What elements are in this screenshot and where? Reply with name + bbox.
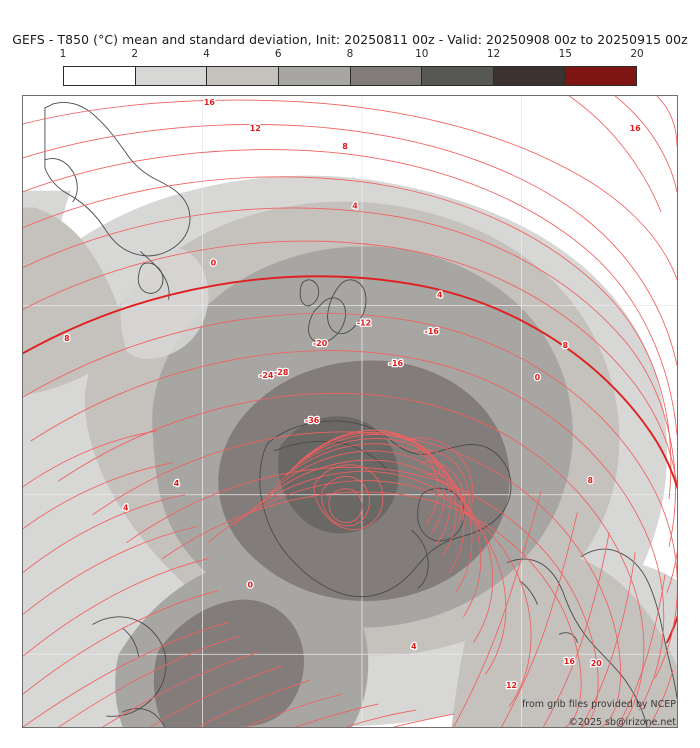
map-canvas: 16 12 8 16 4 0 4 -12 -16 -20 8 8 -16 -24 -28 0 -36 4 8 4 0 4 1… xyxy=(23,96,677,727)
contour-label: 4 xyxy=(411,642,417,651)
colorbar-swatch-5 xyxy=(422,67,494,85)
contour-label: -12 xyxy=(357,318,371,327)
contour-label: 12 xyxy=(250,124,261,133)
contour-label: 20 xyxy=(591,659,603,668)
copyright-credit: ©2025 sb@irizone.net xyxy=(568,717,676,728)
contour-label: 4 xyxy=(174,479,180,488)
contour-label: 0 xyxy=(535,373,541,382)
colorbar-tick-1: 1 xyxy=(59,48,67,60)
colorbar-swatch-7 xyxy=(565,67,636,85)
contour-layer xyxy=(23,96,677,727)
colorbar-tick-2: 2 xyxy=(131,48,139,60)
colorbar-swatch-6 xyxy=(493,67,566,85)
contour-label: 16 xyxy=(630,124,642,133)
colorbar-swatch-0 xyxy=(64,67,136,85)
contour-label: 16 xyxy=(564,657,576,666)
contour-label: -16 xyxy=(425,327,440,336)
contour-label: 8 xyxy=(587,476,593,485)
contour-label: 12 xyxy=(506,681,517,690)
contour-label: -20 xyxy=(313,339,328,348)
colorbar-tick-4: 4 xyxy=(203,48,210,60)
contour-label: -16 xyxy=(389,359,404,368)
colorbar-swatch-3 xyxy=(278,67,351,85)
colorbar-swatch-1 xyxy=(135,67,208,85)
colorbar-tick-15: 15 xyxy=(558,48,572,60)
contour-label: 8 xyxy=(64,334,70,343)
colorbar-container: 1 2 4 6 8 10 12 15 20 xyxy=(59,48,644,88)
contour-label: 8 xyxy=(563,341,569,350)
colorbar-tick-10: 10 xyxy=(415,48,429,60)
contour-label: 4 xyxy=(437,290,443,299)
colorbar-tick-20: 20 xyxy=(630,48,644,60)
contour-label: 4 xyxy=(123,504,129,513)
contour-label: -28 xyxy=(274,368,289,377)
contour-label: 8 xyxy=(342,142,348,151)
colorbar-tick-8: 8 xyxy=(346,48,354,60)
page-title: GEFS - T850 (°C) mean and standard devia… xyxy=(12,32,688,47)
colorbar-tick-12: 12 xyxy=(486,48,501,60)
contour-label: 16 xyxy=(204,98,216,107)
contour-label: -36 xyxy=(305,416,320,425)
colorbar-swatches xyxy=(63,66,637,86)
contour-label: 0 xyxy=(211,258,217,267)
map-frame[interactable]: 16 12 8 16 4 0 4 -12 -16 -20 8 8 -16 -24 -28 0 -36 4 8 4 0 4 1… xyxy=(22,95,678,728)
contour-label: 4 xyxy=(352,202,358,211)
colorbar-tick-labels: 1 2 4 6 8 10 12 15 20 xyxy=(59,48,644,64)
colorbar-swatch-4 xyxy=(350,67,423,85)
contour-label: -24 xyxy=(259,371,274,380)
contour-label-layer: 16 12 8 16 4 0 4 -12 -16 -20 8 8 -16 -24 -28 0 -36 4 8 4 0 4 1… xyxy=(63,97,643,692)
colorbar-swatch-2 xyxy=(207,67,279,85)
contour-label: 0 xyxy=(248,580,254,589)
stddev-shading-layer xyxy=(23,96,677,727)
coastline-layer xyxy=(44,102,677,727)
source-credit: from grib files provided by NCEP xyxy=(521,699,676,710)
colorbar-tick-6: 6 xyxy=(274,48,282,60)
